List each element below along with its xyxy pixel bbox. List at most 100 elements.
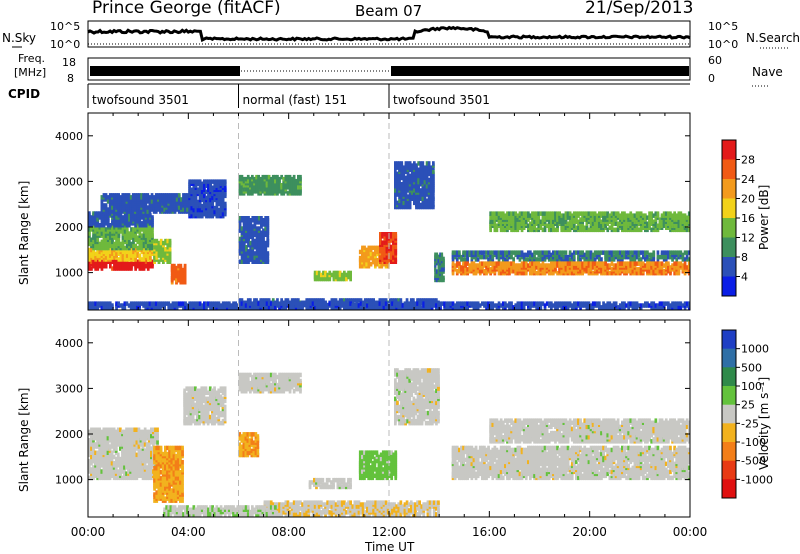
heatmap-cell	[564, 225, 568, 230]
heatmap-cell	[581, 270, 584, 276]
heatmap-cell	[681, 227, 685, 233]
heatmap-cell	[98, 261, 102, 267]
heatmap-cell	[514, 263, 518, 268]
heatmap-cell	[621, 257, 624, 262]
heatmap-cell	[146, 205, 150, 210]
heatmap-cell	[497, 215, 501, 220]
heatmap-cell	[150, 199, 154, 204]
heatmap-cell	[292, 174, 296, 180]
heatmap-cell	[512, 211, 515, 216]
heatmap-cell	[512, 257, 515, 262]
heatmap-cell	[646, 254, 649, 260]
heatmap-cell	[129, 305, 133, 310]
heatmap-cell	[265, 174, 269, 180]
heatmap-cell	[368, 298, 371, 303]
heatmap-cell	[537, 250, 541, 255]
heatmap-cell	[255, 301, 258, 306]
heatmap-cell	[501, 215, 505, 220]
heatmap-cell	[650, 261, 653, 266]
heatmap-cell	[129, 195, 133, 200]
heatmap-cell	[381, 240, 384, 245]
heatmap-cell	[562, 225, 566, 230]
heatmap-cell	[658, 261, 662, 266]
heatmap-cell	[687, 257, 690, 262]
heatmap-cell	[623, 254, 626, 260]
heatmap-cell	[347, 298, 350, 303]
heatmap-cell	[537, 270, 541, 276]
heatmap-cell	[131, 193, 135, 198]
heatmap-cell	[134, 257, 137, 262]
heatmap-cell	[616, 254, 620, 260]
heatmap-cell	[282, 305, 286, 310]
heatmap-cell	[575, 301, 578, 306]
heatmap-cell	[253, 238, 257, 244]
heatmap-cell	[338, 270, 342, 276]
heatmap-cell	[683, 257, 687, 262]
heatmap-cell	[589, 221, 593, 226]
heatmap-cell	[400, 161, 404, 166]
heatmap-cell	[587, 211, 591, 216]
heatmap-cell	[451, 254, 455, 260]
heatmap-cell	[518, 267, 522, 272]
heatmap-cell	[334, 301, 338, 306]
heatmap-cell	[123, 193, 127, 198]
heatmap-cell	[425, 161, 429, 166]
heatmap-cell	[123, 253, 127, 258]
heatmap-cell	[442, 275, 445, 281]
heatmap-cell	[556, 305, 559, 310]
heatmap-cell	[190, 305, 194, 310]
heatmap-cell	[554, 257, 557, 262]
heatmap-cell	[94, 264, 97, 269]
heatmap-cell	[219, 179, 223, 184]
heatmap-cell	[600, 305, 603, 310]
heatmap-cell	[495, 211, 499, 216]
heatmap-cell	[380, 298, 384, 303]
heatmap-cell	[633, 254, 637, 260]
heatmap-cell	[683, 269, 687, 274]
heatmap-cell	[415, 163, 418, 168]
heatmap-cell	[579, 250, 582, 255]
heatmap-cell	[460, 254, 463, 260]
heatmap-cell	[429, 173, 433, 179]
heatmap-cell	[96, 223, 100, 228]
heatmap-cell	[247, 249, 250, 254]
heatmap-cell	[274, 178, 277, 184]
heatmap-cell	[196, 207, 200, 213]
freq-label-1: Freq.	[18, 52, 45, 65]
heatmap-cell	[130, 259, 133, 264]
heatmap-cell	[161, 207, 164, 212]
heatmap-cell	[600, 223, 603, 228]
heatmap-cell	[485, 261, 488, 266]
heatmap-cell	[322, 270, 325, 276]
heatmap-cell	[629, 301, 633, 306]
heatmap-cell	[489, 219, 492, 224]
heatmap-cell	[413, 198, 416, 203]
heatmap-cell	[257, 301, 260, 306]
heatmap-cell	[562, 213, 566, 218]
heatmap-cell	[121, 243, 125, 249]
heatmap-cell	[203, 209, 206, 215]
heatmap-cell	[408, 165, 412, 170]
heatmap-cell	[552, 257, 555, 262]
nsky-line	[87, 25, 691, 43]
heatmap-cell	[591, 261, 595, 266]
heatmap-cell	[100, 261, 104, 267]
heatmap-cell	[627, 213, 630, 218]
heatmap-cell	[423, 179, 427, 185]
heatmap-cell	[142, 259, 146, 264]
heatmap-cell	[230, 303, 233, 308]
heatmap-cell	[180, 201, 183, 206]
heatmap-cell	[535, 257, 538, 262]
heatmap-cell	[334, 274, 338, 280]
heatmap-cell	[117, 193, 120, 198]
heatmap-cell	[278, 176, 281, 182]
heatmap-cell	[219, 205, 223, 211]
heatmap-cell	[409, 301, 413, 306]
heatmap-cell	[190, 179, 194, 184]
heatmap-cell	[113, 266, 116, 271]
freq-panel-frame	[87, 57, 691, 81]
heatmap-cell	[650, 211, 653, 216]
heatmap-cell	[399, 301, 403, 306]
heatmap-cell	[575, 261, 578, 266]
heatmap-cell	[667, 221, 670, 226]
